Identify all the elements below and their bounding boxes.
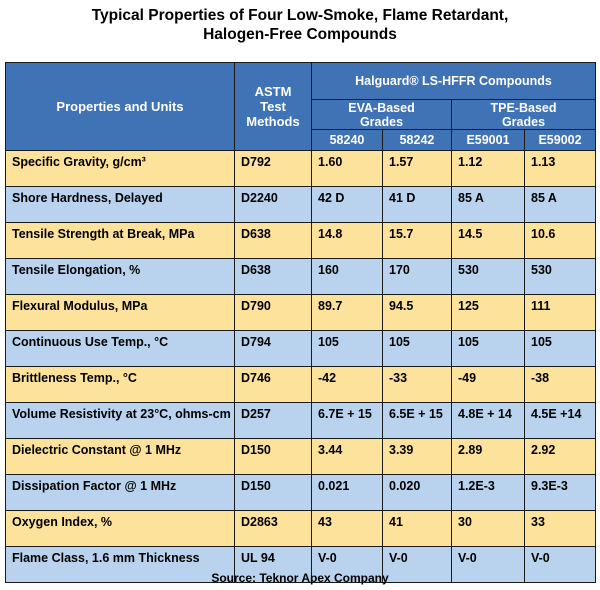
- value-cell: 1.13: [523, 150, 597, 187]
- table-body: Specific Gravity, g/cm³ D792 1.60 1.57 1.12 1…: [5, 150, 597, 583]
- property-cell: Tensile Elongation, %: [5, 258, 235, 295]
- value-cell: 105: [451, 330, 525, 367]
- value-cell: 1.60: [311, 150, 383, 187]
- table-row: Volume Resistivity at 23°C, ohms-cm D257 6…: [5, 402, 597, 439]
- value-cell: 0.020: [382, 474, 452, 511]
- astm-cell: D150: [234, 474, 312, 511]
- value-cell: 2.92: [523, 438, 597, 475]
- header-properties: Properties and Units: [5, 62, 235, 151]
- property-cell: Dissipation Factor @ 1 MHz: [5, 474, 235, 511]
- property-cell: Shore Hardness, Delayed: [5, 186, 235, 223]
- value-cell: 9.3E-3: [523, 474, 597, 511]
- header-eva: EVA-Based Grades: [311, 99, 452, 130]
- title-line-2: Halogen-Free Compounds: [203, 26, 397, 43]
- value-cell: 105: [523, 330, 597, 367]
- astm-cell: D150: [234, 438, 312, 475]
- table-row: Dielectric Constant @ 1 MHz D150 3.44 3.39 2…: [5, 438, 597, 475]
- value-cell: -33: [382, 366, 452, 403]
- value-cell: 14.5: [451, 222, 525, 259]
- table-header: Properties and Units ASTM Test Methods H…: [5, 62, 597, 151]
- value-cell: 41: [382, 510, 452, 547]
- table-row: Dissipation Factor @ 1 MHz D150 0.021 0.020…: [5, 474, 597, 511]
- table-row: Continuous Use Temp., °C D794 105 105 105 105: [5, 330, 597, 367]
- value-cell: 1.57: [382, 150, 452, 187]
- header-code: E59002: [523, 129, 597, 151]
- header-code: 58240: [311, 129, 383, 151]
- header-tpe: TPE-Based Grades: [450, 99, 597, 130]
- value-cell: -49: [451, 366, 525, 403]
- value-cell: 41 D: [382, 186, 452, 223]
- value-cell: V-0: [523, 546, 597, 583]
- value-cell: V-0: [451, 546, 525, 583]
- value-cell: 170: [382, 258, 452, 295]
- value-cell: 4.5E +14: [523, 402, 597, 439]
- value-cell: 85 A: [451, 186, 525, 223]
- astm-cell: D2240: [234, 186, 312, 223]
- page-title: Typical Properties of Four Low-Smoke, Fl…: [0, 6, 600, 44]
- value-cell: 89.7: [311, 294, 383, 331]
- table-row: Tensile Elongation, % D638 160 170 530 530: [5, 258, 597, 295]
- header-code: 58242: [382, 129, 452, 151]
- value-cell: 105: [311, 330, 383, 367]
- value-cell: 14.8: [311, 222, 383, 259]
- value-cell: 2.89: [451, 438, 525, 475]
- table-row: Oxygen Index, % D2863 43 41 30 33: [5, 510, 597, 547]
- value-cell: 3.39: [382, 438, 452, 475]
- astm-cell: D2863: [234, 510, 312, 547]
- value-cell: 94.5: [382, 294, 452, 331]
- property-cell: Specific Gravity, g/cm³: [5, 150, 235, 187]
- value-cell: 42 D: [311, 186, 383, 223]
- property-cell: Continuous Use Temp., °C: [5, 330, 235, 367]
- astm-cell: D792: [234, 150, 312, 187]
- source-caption: Source: Teknor Apex Company: [211, 571, 389, 585]
- value-cell: 125: [451, 294, 525, 331]
- property-cell: Volume Resistivity at 23°C, ohms-cm: [5, 402, 235, 439]
- value-cell: 15.7: [382, 222, 452, 259]
- header-codes-row: 58240 58242 E59001 E59002: [6, 129, 597, 151]
- astm-cell: D746: [234, 366, 312, 403]
- value-cell: 1.2E-3: [451, 474, 525, 511]
- table-row: Flame Class, 1.6 mm Thickness UL 94 V-0 V-0…: [5, 546, 597, 583]
- value-cell: V-0: [382, 546, 452, 583]
- property-cell: Flexural Modulus, MPa: [5, 294, 235, 331]
- value-cell: 85 A: [523, 186, 597, 223]
- value-cell: 105: [382, 330, 452, 367]
- value-cell: 43: [311, 510, 383, 547]
- value-cell: 10.6: [523, 222, 597, 259]
- property-cell: Tensile Strength at Break, MPa: [5, 222, 235, 259]
- value-cell: -38: [523, 366, 597, 403]
- value-cell: 160: [311, 258, 383, 295]
- value-cell: 6.5E + 15: [382, 402, 452, 439]
- title-line-1: Typical Properties of Four Low-Smoke, Fl…: [91, 7, 509, 24]
- value-cell: 30: [451, 510, 525, 547]
- astm-cell: D790: [234, 294, 312, 331]
- value-cell: 530: [523, 258, 597, 295]
- table-row: Tensile Strength at Break, MPa D638 14.8 15…: [5, 222, 597, 259]
- astm-cell: D257: [234, 402, 312, 439]
- table-row: Flexural Modulus, MPa D790 89.7 94.5 125 111: [5, 294, 597, 331]
- astm-cell: D638: [234, 258, 312, 295]
- value-cell: 1.12: [451, 150, 525, 187]
- table-row: Shore Hardness, Delayed D2240 42 D 41 D 85 A…: [5, 186, 597, 223]
- property-cell: Dielectric Constant @ 1 MHz: [5, 438, 235, 475]
- value-cell: 4.8E + 14: [451, 402, 525, 439]
- property-cell: Oxygen Index, %: [5, 510, 235, 547]
- astm-cell: D638: [234, 222, 312, 259]
- property-cell: Brittleness Temp., °C: [5, 366, 235, 403]
- header-group-title: Halguard® LS-HFFR Compounds: [310, 62, 597, 100]
- value-cell: 33: [523, 510, 597, 547]
- properties-table: Properties and Units ASTM Test Methods H…: [5, 62, 597, 583]
- astm-cell: D794: [234, 330, 312, 367]
- value-cell: 6.7E + 15: [311, 402, 383, 439]
- header-astm: ASTM Test Methods: [234, 62, 312, 151]
- value-cell: 111: [523, 294, 597, 331]
- table-row: Brittleness Temp., °C D746 -42 -33 -49 -38: [5, 366, 597, 403]
- value-cell: 3.44: [311, 438, 383, 475]
- header-code: E59001: [451, 129, 525, 151]
- property-cell: Flame Class, 1.6 mm Thickness: [5, 546, 235, 583]
- table-row: Specific Gravity, g/cm³ D792 1.60 1.57 1.12 1…: [5, 150, 597, 187]
- value-cell: 530: [451, 258, 525, 295]
- value-cell: 0.021: [311, 474, 383, 511]
- value-cell: -42: [311, 366, 383, 403]
